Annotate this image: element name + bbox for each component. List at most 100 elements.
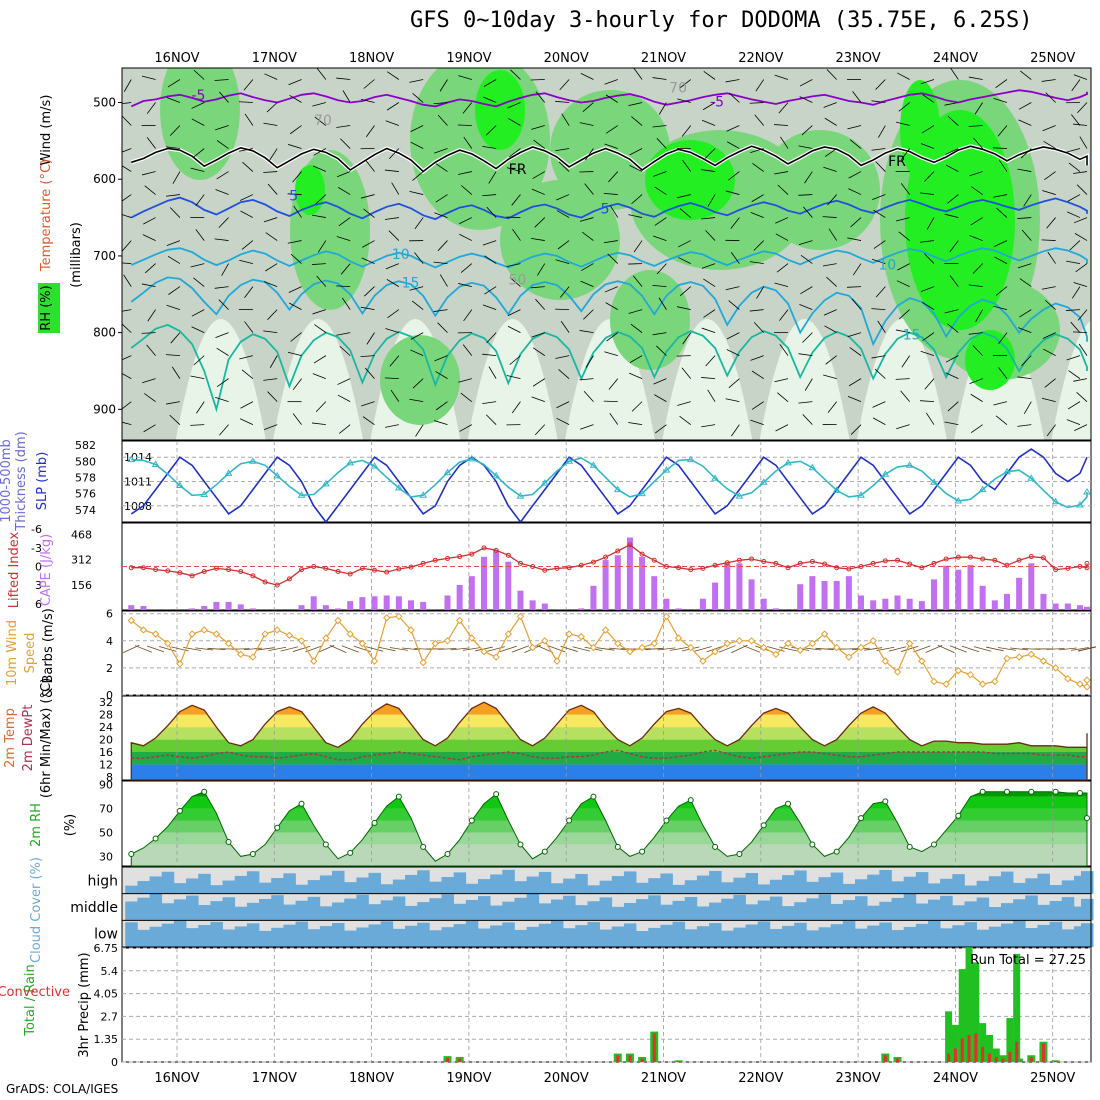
precip-convective-bar bbox=[947, 1053, 951, 1062]
wind-barb bbox=[900, 183, 910, 195]
lifted-marker bbox=[165, 568, 171, 574]
cloud-cell bbox=[429, 881, 442, 894]
rain-label: Total / Rain bbox=[23, 964, 38, 1037]
wind-barb bbox=[287, 193, 302, 195]
cloud-cell bbox=[587, 901, 600, 921]
wind-barb bbox=[171, 366, 181, 379]
wind-speed-marker bbox=[638, 643, 646, 652]
rh-marker bbox=[930, 841, 937, 848]
wind-barb-10m bbox=[596, 647, 615, 651]
cloud-cell bbox=[173, 920, 187, 947]
wind-barb bbox=[945, 355, 959, 363]
cloud-cell bbox=[599, 897, 613, 921]
wind-tick-label: 6 bbox=[106, 608, 113, 621]
precip-total-bar bbox=[965, 947, 973, 1062]
wind-barb bbox=[875, 286, 886, 298]
wind-barb bbox=[1066, 260, 1081, 264]
wind-barb bbox=[877, 320, 886, 333]
wind-barb bbox=[849, 347, 862, 356]
lifted-tick-label: 3 bbox=[35, 579, 42, 592]
wind-barb-10m bbox=[341, 645, 359, 653]
wind-barb bbox=[482, 145, 497, 149]
precip-unit: 3hr Precip (mm) bbox=[77, 952, 92, 1057]
wind-barb bbox=[336, 285, 351, 287]
wind-speed-marker bbox=[188, 630, 196, 638]
wind-barb bbox=[191, 326, 205, 333]
wind-barb bbox=[849, 139, 862, 149]
cloud-cell bbox=[867, 905, 880, 921]
rh-marker bbox=[444, 851, 451, 858]
wind-barb bbox=[823, 309, 837, 316]
wind-barb bbox=[1017, 217, 1032, 219]
wind-barb bbox=[266, 102, 278, 113]
wind-speed-marker bbox=[443, 637, 452, 645]
cloud-cell bbox=[696, 875, 710, 894]
wind-barb bbox=[433, 309, 448, 312]
cloud-cell bbox=[526, 893, 540, 921]
cloud-cell bbox=[709, 923, 722, 947]
wind-barb bbox=[267, 183, 278, 195]
thickness-marker bbox=[613, 485, 622, 493]
cloud-cell bbox=[684, 929, 698, 947]
wind-barb bbox=[804, 378, 813, 391]
wind-barb bbox=[265, 232, 278, 241]
wind-barb bbox=[482, 194, 497, 197]
wind-barb bbox=[824, 325, 837, 333]
wind-barb-10m bbox=[876, 646, 895, 652]
wind-barb bbox=[872, 417, 886, 426]
cloud-cell bbox=[465, 899, 479, 921]
wind-barb bbox=[531, 332, 545, 338]
cloud-cell bbox=[623, 871, 637, 894]
wind-barb bbox=[122, 355, 132, 361]
wind-barb bbox=[1072, 331, 1088, 334]
thickness-marker bbox=[346, 458, 355, 466]
wind-barb bbox=[920, 192, 935, 195]
wind-barb bbox=[875, 79, 886, 90]
wind-barb bbox=[437, 240, 448, 252]
wind-barb bbox=[535, 91, 546, 103]
cape-tick-label: 156 bbox=[71, 579, 92, 592]
wind-barb bbox=[924, 378, 935, 390]
thickness-marker bbox=[394, 484, 403, 491]
thickness-tick-label: 578 bbox=[75, 471, 96, 484]
wind-barb bbox=[1066, 419, 1081, 426]
y-tick-label: 500 bbox=[93, 96, 116, 110]
wind-barb bbox=[631, 401, 643, 412]
thickness-marker bbox=[249, 457, 257, 464]
thickness-marker bbox=[857, 491, 865, 498]
date-label-top: 23NOV bbox=[836, 51, 881, 66]
wind-barb bbox=[701, 424, 716, 428]
wind-barb bbox=[314, 324, 327, 333]
wind-barb bbox=[1017, 424, 1032, 427]
wind-barb bbox=[944, 309, 959, 314]
wind-speed-marker bbox=[820, 630, 829, 638]
lifted-tick-label: -3 bbox=[31, 542, 42, 555]
wind-barb bbox=[532, 171, 545, 179]
wind-tick-label: 4 bbox=[106, 635, 113, 648]
axis-label: 3hr Precip (mm) bbox=[77, 952, 92, 1057]
wind-barb-10m bbox=[669, 646, 688, 651]
cloud-cell bbox=[1081, 930, 1094, 947]
wind-barb bbox=[166, 240, 181, 246]
wind-barb bbox=[677, 257, 691, 264]
wind-barb bbox=[995, 286, 1008, 296]
cloud-cell bbox=[611, 906, 625, 921]
cloud-cell bbox=[429, 898, 442, 921]
cloud-cell bbox=[867, 874, 880, 894]
wind-barb bbox=[730, 217, 740, 229]
cloud-cell bbox=[137, 881, 150, 894]
precip-convective-bar bbox=[960, 1038, 964, 1062]
wind-barb bbox=[726, 125, 740, 132]
wind-barb bbox=[968, 76, 983, 80]
cloud-cell bbox=[514, 897, 527, 921]
wind-barb bbox=[677, 401, 691, 406]
cloud-cell bbox=[1037, 904, 1050, 921]
wind-speed-marker bbox=[382, 614, 391, 622]
cloud-cell bbox=[891, 881, 905, 894]
thickness-marker bbox=[759, 478, 768, 485]
cloud-cell bbox=[1049, 921, 1063, 947]
wind-speed-marker bbox=[322, 634, 330, 642]
cape-bar bbox=[298, 605, 305, 610]
cloud-cell bbox=[392, 928, 406, 947]
lifted-marker bbox=[980, 556, 986, 562]
